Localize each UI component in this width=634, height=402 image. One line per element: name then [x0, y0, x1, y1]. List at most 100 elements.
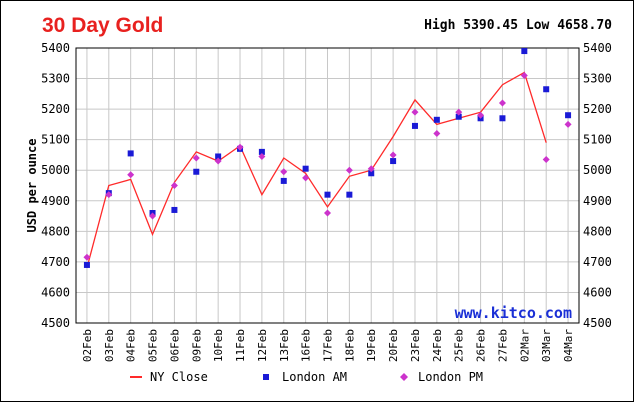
y-tick-label-right: 4700 — [583, 255, 612, 269]
plot-border — [75, 47, 580, 324]
x-tick-label: 25Feb — [453, 329, 466, 362]
london-pm-point — [302, 174, 310, 182]
legend-london-pm-label: London PM — [418, 370, 483, 384]
london-pm-point — [170, 182, 178, 189]
y-tick-label-left: 4500 — [41, 316, 70, 330]
x-tick-label: 11Feb — [234, 329, 247, 362]
x-tick-label: 09Feb — [190, 329, 203, 362]
legend-london-pm-swatch — [400, 373, 408, 381]
watermark: www.kitco.com — [455, 304, 572, 322]
london-am-point — [390, 158, 397, 165]
x-tick-label: 16Feb — [300, 329, 313, 362]
london-pm-point — [411, 108, 419, 116]
x-tick-label: 05Feb — [147, 329, 160, 362]
y-tick-label-right: 4800 — [583, 224, 612, 238]
y-tick-label-right: 5200 — [583, 102, 612, 116]
london-pm-point — [477, 111, 485, 119]
london-pm-point — [455, 108, 463, 116]
y-tick-label-left: 4700 — [41, 255, 70, 269]
london-am-point — [499, 115, 506, 122]
high-low-readout: High 5390.45 Low 4658.70 — [424, 18, 612, 33]
y-tick-label-left: 4800 — [41, 224, 70, 238]
london-am-point — [521, 48, 528, 55]
x-tick-label: 02Mar — [518, 329, 531, 362]
x-tick-label: 20Feb — [387, 329, 400, 362]
london-am-point — [324, 191, 331, 198]
london-pm-point — [389, 151, 397, 159]
y-tick-label-left: 4900 — [41, 194, 70, 208]
london-am-point — [302, 165, 309, 172]
london-am-point — [565, 112, 572, 119]
london-am-point — [280, 177, 287, 184]
x-tick-label: 18Feb — [343, 329, 356, 362]
x-tick-label: 26Feb — [475, 329, 488, 362]
london-pm-point — [564, 120, 572, 128]
london-pm-point — [280, 168, 288, 176]
x-tick-label: 02Feb — [81, 329, 94, 362]
ny-close-line — [86, 71, 547, 269]
london-am-point — [368, 170, 375, 177]
x-tick-label: 19Feb — [365, 329, 378, 362]
london-pm-point — [149, 212, 157, 220]
low-label: Low — [525, 18, 550, 33]
london-pm-point — [105, 191, 113, 199]
london-pm-point — [367, 165, 375, 173]
london-pm-point — [324, 209, 331, 217]
chart-title: 30 Day Gold — [42, 14, 164, 37]
y-tick-label-right: 4900 — [583, 194, 612, 208]
london-pm-point — [542, 156, 550, 164]
low-value: 4658.70 — [557, 18, 612, 33]
london-pm-point — [83, 253, 91, 261]
london-am-point — [215, 153, 222, 160]
x-tick-label: 27Feb — [496, 329, 509, 362]
london-am-point — [83, 261, 90, 268]
x-tick-label: 10Feb — [212, 329, 225, 362]
y-tick-label-left: 5200 — [41, 102, 70, 116]
london-pm-point — [192, 154, 200, 162]
legend-ny-close-label: NY Close — [150, 370, 208, 384]
london-am-point — [171, 206, 178, 213]
y-tick-label-left: 5400 — [41, 41, 70, 55]
london-am-point — [433, 116, 440, 123]
legend-london-am-label: London AM — [282, 370, 347, 384]
london-pm-point — [498, 99, 506, 107]
y-tick-label-left: 4600 — [41, 285, 70, 299]
y-tick-label-left: 5300 — [41, 72, 70, 86]
x-tick-label: 03Mar — [540, 329, 553, 362]
x-tick-label: 06Feb — [168, 329, 181, 362]
london-pm-point — [258, 152, 266, 160]
x-tick-label: 13Feb — [278, 329, 291, 362]
y-tick-label-right: 5300 — [583, 72, 612, 86]
x-tick-label: 04Feb — [125, 329, 138, 362]
x-tick-label: 03Feb — [103, 329, 116, 362]
high-value: 5390.45 — [463, 18, 519, 33]
y-tick-label-right: 5100 — [583, 133, 612, 147]
london-pm-point — [520, 72, 528, 79]
x-tick-label: 24Feb — [431, 329, 444, 362]
london-am-point — [455, 113, 462, 120]
london-am-point — [543, 86, 550, 93]
london-pm-point — [214, 157, 222, 165]
london-pm-point — [236, 143, 244, 151]
high-label: High — [424, 18, 456, 33]
y-tick-label-left: 5100 — [41, 133, 70, 147]
london-pm-point — [433, 130, 441, 138]
london-am-point — [346, 191, 353, 198]
y-tick-label-right: 4500 — [583, 316, 612, 330]
x-tick-label: 17Feb — [322, 329, 335, 362]
y-axis-label: USD per ounce — [25, 139, 39, 233]
x-tick-label: 04Mar — [562, 329, 575, 362]
london-am-point — [127, 150, 134, 157]
x-tick-label: 23Feb — [409, 329, 422, 362]
london-am-point — [258, 148, 265, 155]
london-am-point — [193, 168, 200, 175]
london-pm-point — [345, 166, 353, 174]
london-pm-point — [127, 171, 135, 179]
x-tick-label: 12Feb — [256, 329, 269, 362]
y-tick-label-right: 4600 — [583, 285, 612, 299]
legend-london-am-swatch — [263, 374, 269, 380]
london-am-point — [411, 122, 418, 129]
y-tick-label-right: 5400 — [583, 41, 612, 55]
y-tick-label-right: 5000 — [583, 163, 612, 177]
